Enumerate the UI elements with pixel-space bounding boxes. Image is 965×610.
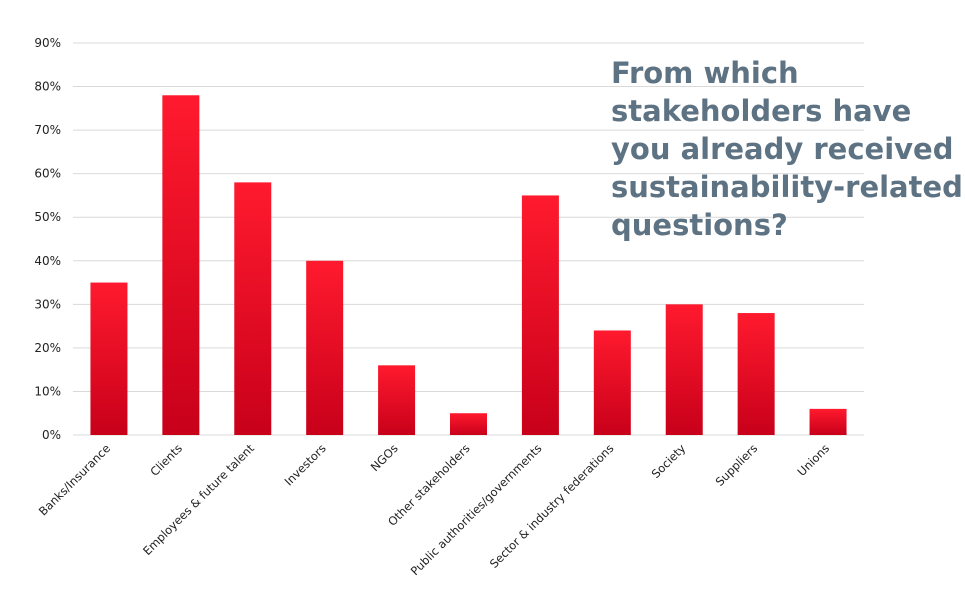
y-tick-label: 80% xyxy=(34,80,61,94)
x-tick-label: Sector & industry federations xyxy=(487,441,617,571)
bars xyxy=(90,95,847,436)
gridlines xyxy=(73,42,864,436)
y-tick-label: 50% xyxy=(34,210,61,224)
x-tick-label: Clients xyxy=(147,441,185,479)
bar xyxy=(306,260,344,435)
y-tick-label: 10% xyxy=(34,384,61,398)
chart-title-line: From which xyxy=(611,56,799,90)
bar xyxy=(737,313,775,435)
bar xyxy=(450,413,487,435)
bar xyxy=(162,95,200,436)
chart-title-line: sustainability-related xyxy=(611,170,963,204)
chart-title-line: stakeholders have xyxy=(611,94,912,128)
chart-title-line: you already received xyxy=(611,132,954,166)
y-tick-label: 30% xyxy=(34,297,61,311)
y-tick-label: 90% xyxy=(34,36,61,50)
y-tick-label: 60% xyxy=(34,167,61,181)
y-tick-label: 0% xyxy=(42,428,61,442)
x-tick-label: Society xyxy=(649,441,689,481)
y-tick-label: 20% xyxy=(34,341,61,355)
chart-title-line: questions? xyxy=(611,208,788,242)
bar xyxy=(234,182,272,435)
x-tick-label: NGOs xyxy=(368,441,401,474)
bar xyxy=(593,330,631,435)
bar xyxy=(521,195,559,435)
bar xyxy=(90,282,128,435)
chart-title: From which stakeholders have you already… xyxy=(611,54,963,244)
x-tick-label: Suppliers xyxy=(713,441,761,489)
bar xyxy=(378,365,416,435)
y-tick-label: 70% xyxy=(34,123,61,137)
x-tick-label: Banks/Insurance xyxy=(36,441,113,518)
x-tick-label: Unions xyxy=(795,441,833,479)
bar xyxy=(665,304,703,435)
bar xyxy=(809,408,847,435)
y-tick-label: 40% xyxy=(34,254,61,268)
x-tick-label: Investors xyxy=(282,441,329,488)
x-tick-label: Public authorities/governments xyxy=(408,441,545,578)
y-axis: 0% 10% 20% 30% 40% 50% 60% 70% 80% 90% xyxy=(34,36,61,442)
